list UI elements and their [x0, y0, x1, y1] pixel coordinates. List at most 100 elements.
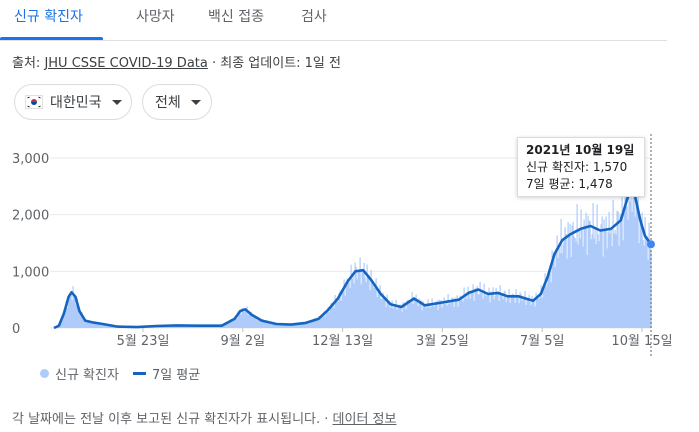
daily-case-bar: [171, 325, 173, 328]
daily-case-bar: [574, 238, 576, 328]
daily-case-bar: [476, 286, 478, 328]
daily-case-bar: [604, 228, 606, 328]
daily-case-bar: [420, 300, 422, 328]
x-tick-label: 3월 25일: [416, 334, 469, 349]
source-link[interactable]: JHU CSSE COVID-19 Data: [44, 56, 208, 71]
daily-case-bar: [509, 302, 511, 328]
daily-case-bar: [277, 324, 279, 328]
daily-case-bar: [544, 273, 546, 328]
daily-case-bar: [519, 292, 521, 328]
daily-case-bar: [60, 319, 62, 328]
daily-case-bar: [385, 306, 387, 328]
daily-case-bar: [69, 292, 71, 328]
daily-case-bar: [457, 306, 459, 328]
daily-case-bar: [489, 302, 491, 328]
daily-case-bar: [640, 220, 642, 328]
daily-case-bar: [351, 278, 353, 328]
daily-case-bar: [366, 264, 368, 328]
daily-case-bar: [76, 298, 78, 328]
daily-case-bar: [275, 323, 277, 328]
daily-case-bar: [416, 301, 418, 328]
daily-case-bar: [195, 326, 197, 328]
daily-case-bar: [460, 297, 462, 328]
daily-case-bar: [493, 299, 495, 328]
daily-case-bar: [397, 307, 399, 328]
daily-case-bar: [414, 300, 416, 328]
daily-case-bar: [429, 304, 431, 328]
daily-case-bar: [350, 264, 352, 328]
daily-case-bar: [428, 307, 430, 328]
daily-case-bar: [557, 258, 559, 328]
daily-case-bar: [86, 321, 88, 328]
daily-case-bar: [531, 295, 533, 328]
daily-case-bar: [423, 303, 425, 328]
daily-case-bar: [362, 269, 364, 328]
daily-case-bar: [224, 324, 226, 328]
tooltip-cases: 신규 확진자: 1,570: [526, 160, 628, 174]
daily-case-bar: [287, 324, 289, 328]
daily-case-bar: [302, 322, 304, 328]
daily-case-bar: [592, 203, 594, 328]
daily-case-bar: [560, 219, 562, 328]
daily-case-bar: [109, 325, 111, 328]
daily-case-bar: [419, 301, 421, 328]
daily-case-bar: [595, 243, 597, 328]
daily-case-bar: [98, 324, 100, 328]
x-tick-label: 10월 15일: [611, 334, 672, 349]
daily-case-bar: [492, 287, 494, 328]
daily-case-bar: [68, 293, 70, 328]
daily-case-bar: [648, 222, 650, 328]
daily-case-bar: [256, 320, 258, 328]
daily-case-bar: [335, 302, 337, 328]
daily-case-bar: [572, 221, 574, 328]
daily-case-bar: [200, 326, 202, 328]
daily-case-bar: [301, 323, 303, 328]
daily-case-bar: [324, 316, 326, 328]
daily-case-bar: [437, 309, 439, 328]
data-info-link[interactable]: 데이터 정보: [332, 412, 397, 427]
daily-case-bar: [281, 324, 283, 328]
daily-case-bar: [244, 310, 246, 328]
daily-case-bar: [211, 326, 213, 328]
country-dropdown[interactable]: 대한민국: [14, 84, 132, 120]
daily-case-bar: [252, 317, 254, 328]
daily-case-bar: [427, 299, 429, 328]
daily-case-bar: [570, 257, 572, 328]
daily-case-bar: [260, 321, 262, 328]
tab-bar: 신규 확진자 사망자 백신 접종 검사: [0, 0, 667, 41]
range-dropdown[interactable]: 전체: [142, 84, 212, 120]
daily-case-bar: [533, 297, 535, 328]
daily-case-bar: [536, 295, 538, 328]
daily-case-bar: [538, 299, 540, 328]
daily-case-bar: [455, 300, 457, 328]
daily-case-bar: [644, 216, 646, 328]
daily-case-bar: [588, 220, 590, 328]
tab-new-cases[interactable]: 신규 확진자: [14, 9, 83, 25]
daily-case-bar: [602, 256, 604, 328]
daily-case-bar: [512, 293, 514, 328]
daily-case-bar: [93, 322, 95, 328]
tab-tests[interactable]: 검사: [301, 9, 327, 25]
daily-case-bar: [525, 305, 527, 328]
tab-deaths[interactable]: 사망자: [136, 9, 175, 25]
daily-case-bar: [421, 310, 423, 328]
tab-vaccinations[interactable]: 백신 접종: [208, 9, 264, 25]
daily-case-bar: [246, 306, 248, 328]
daily-case-bar: [356, 279, 358, 328]
daily-case-bar: [365, 282, 367, 328]
daily-case-bar: [402, 301, 404, 328]
daily-case-bar: [339, 290, 341, 328]
daily-case-bar: [380, 299, 382, 328]
daily-case-bar: [363, 262, 365, 328]
daily-case-bar: [269, 322, 271, 328]
daily-case-bar: [532, 300, 534, 328]
daily-case-bar: [471, 291, 473, 328]
daily-case-bar: [250, 311, 252, 328]
daily-case-bar: [346, 278, 348, 328]
daily-case-bar: [228, 321, 230, 328]
daily-case-bar: [487, 292, 489, 328]
daily-case-bar: [387, 301, 389, 328]
daily-case-bar: [508, 288, 510, 328]
daily-case-bar: [87, 322, 89, 328]
